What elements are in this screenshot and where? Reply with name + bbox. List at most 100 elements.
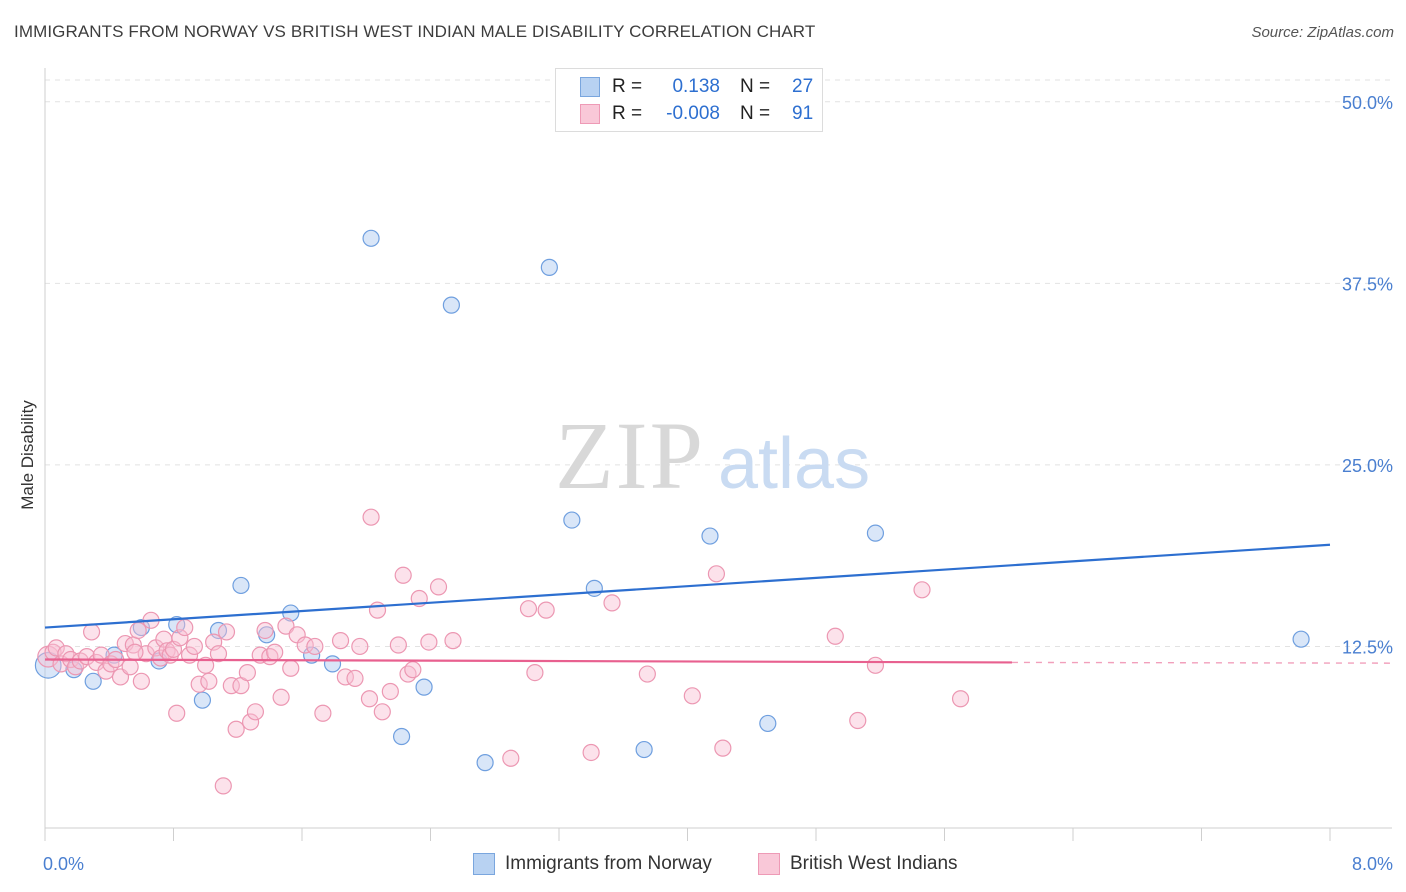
data-point-bwi <box>368 601 387 619</box>
data-point-bwi <box>826 627 844 645</box>
series-label-bwi: British West Indians <box>790 853 958 874</box>
legend-n-value: 91 <box>792 103 814 124</box>
data-point-bwi <box>351 637 369 656</box>
data-point-bwi <box>47 639 65 657</box>
data-point-bwi <box>171 629 189 647</box>
data-point-bwi <box>214 777 232 795</box>
trend-line-bwi <box>44 658 1012 664</box>
data-point-bwi <box>246 703 265 721</box>
data-point-bwi <box>389 636 407 654</box>
data-point-norway <box>563 511 581 529</box>
data-point-bwi <box>227 720 245 738</box>
data-point-bwi <box>126 643 144 661</box>
data-point-bwi <box>132 672 150 690</box>
data-point-norway <box>701 527 719 545</box>
trend-line-bwi-extension <box>1011 661 1393 664</box>
data-point-bwi <box>638 665 656 683</box>
data-point-bwi <box>866 656 885 674</box>
series-label-norway: Immigrants from Norway <box>505 853 712 874</box>
data-point-norway <box>866 524 885 542</box>
data-point-bwi <box>314 704 332 722</box>
legend-r-value: 0.138 <box>672 76 720 97</box>
data-point-norway <box>442 296 460 314</box>
x-tick-label: 8.0% <box>1352 854 1393 874</box>
data-point-bwi <box>222 677 240 695</box>
data-point-norway <box>362 229 380 247</box>
axes-layer <box>44 68 1392 841</box>
data-point-norway <box>84 672 102 690</box>
legend-swatch-norway <box>580 77 600 97</box>
data-point-bwi <box>209 645 228 663</box>
data-point-bwi <box>242 713 260 731</box>
data-point-bwi <box>683 687 701 705</box>
data-point-bwi <box>346 669 364 688</box>
x-tick-label: 0.0% <box>43 854 84 874</box>
trend-layer <box>44 543 1393 664</box>
data-point-bwi <box>381 682 399 701</box>
legend-swatch-bwi <box>580 104 600 124</box>
watermark: ZIP atlas <box>555 402 870 509</box>
data-point-norway <box>232 576 250 595</box>
data-point-norway <box>392 727 411 746</box>
data-point-bwi <box>217 623 236 641</box>
legend-n-label: N = <box>740 76 771 97</box>
data-point-bwi <box>331 632 350 650</box>
grid-layer <box>45 79 1392 647</box>
data-point-bwi <box>404 661 422 679</box>
source-credit: Source: ZipAtlas.com <box>1251 24 1394 41</box>
legend-n-value: 27 <box>792 76 814 97</box>
data-point-bwi <box>282 659 300 677</box>
series-swatch-bwi <box>758 853 780 875</box>
data-point-norway <box>759 714 777 733</box>
data-point-bwi <box>185 637 203 656</box>
tick-labels: 12.5% 25.0% 37.5% 50.0% 0.0% 8.0% <box>43 93 1393 874</box>
data-point-bwi <box>502 749 520 767</box>
data-point-bwi <box>272 688 290 706</box>
data-point-bwi <box>238 663 256 682</box>
legend-r-label: R = <box>612 76 643 97</box>
correlation-legend: R = 0.138 N = 27 R = -0.008 N = 91 <box>555 68 823 132</box>
data-point-bwi <box>362 508 380 526</box>
data-point-bwi <box>429 578 448 596</box>
data-point-bwi <box>526 663 544 682</box>
y-tick-label: 12.5% <box>1342 637 1393 657</box>
data-point-bwi <box>168 704 186 722</box>
y-tick-label: 50.0% <box>1342 93 1393 113</box>
data-point-norway <box>635 740 653 759</box>
chart-title: IMMIGRANTS FROM NORWAY VS BRITISH WEST I… <box>14 22 816 41</box>
trend-line-norway <box>44 543 1331 629</box>
data-point-bwi <box>582 743 600 762</box>
data-point-norway <box>476 754 494 772</box>
data-point-bwi <box>82 623 101 641</box>
legend-n-label: N = <box>740 103 771 124</box>
data-point-bwi <box>913 581 931 599</box>
data-point-norway <box>415 678 433 696</box>
series-swatch-norway <box>473 853 495 875</box>
data-point-bwi <box>277 617 295 635</box>
data-point-bwi <box>176 618 194 637</box>
data-point-bwi <box>306 637 324 656</box>
data-point-bwi <box>360 690 379 708</box>
data-point-norway <box>193 691 212 709</box>
points-layer <box>34 229 1310 795</box>
data-point-bwi <box>603 594 621 612</box>
data-point-bwi <box>266 643 284 661</box>
data-point-bwi <box>707 565 726 583</box>
data-point-bwi <box>256 621 274 640</box>
data-point-bwi <box>121 658 139 676</box>
watermark-zip: ZIP <box>555 402 705 509</box>
data-point-bwi <box>200 672 218 690</box>
y-tick-label: 37.5% <box>1342 274 1393 294</box>
data-point-bwi <box>537 601 555 619</box>
data-point-norway <box>1292 630 1310 648</box>
data-point-norway <box>540 258 558 276</box>
data-point-norway <box>303 646 321 664</box>
data-point-bwi <box>951 690 970 708</box>
data-point-bwi <box>394 566 412 584</box>
series-legend-norway[interactable]: Immigrants from Norway <box>473 852 712 876</box>
y-tick-label: 25.0% <box>1342 456 1393 476</box>
series-legend-bwi[interactable]: British West Indians <box>758 852 958 876</box>
data-point-bwi <box>714 739 732 757</box>
data-point-bwi <box>420 633 438 651</box>
